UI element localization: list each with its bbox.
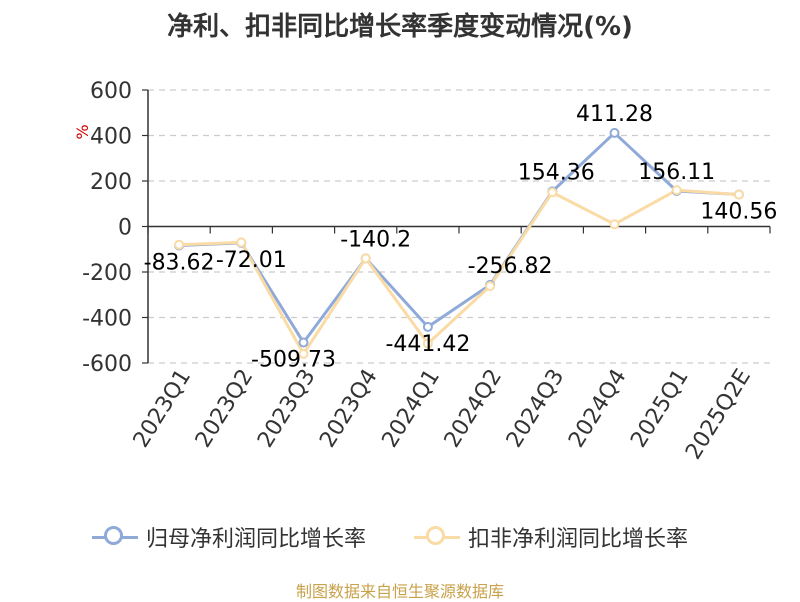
x-tick-label: 2023Q3: [253, 365, 320, 452]
series-lines: [179, 131, 740, 356]
legend-item-series-2[interactable]: 扣非净利润同比增长率: [414, 520, 688, 554]
data-point-series-2: [733, 189, 744, 200]
data-label: 140.56: [700, 200, 777, 225]
data-labels: -83.62 -72.01 -509.73 -140.2 -441.42 -256.82 1…: [144, 102, 778, 373]
legend-label-series-2: 扣非净利润同比增长率: [468, 527, 689, 552]
y-tick-label: -600: [82, 352, 132, 377]
x-tick-label: 2023Q2: [191, 365, 258, 452]
data-label: -441.42: [385, 332, 470, 357]
x-tick-label: 2023Q1: [129, 365, 196, 452]
legend-marker-series-1: [92, 522, 138, 552]
series-line-2: [179, 188, 740, 356]
data-point-series-2: [422, 338, 433, 349]
data-point-series-1: [422, 321, 433, 332]
data-label: 154.36: [518, 160, 595, 185]
axes: [142, 89, 771, 364]
series-line-1: [179, 131, 739, 344]
data-label: 411.28: [576, 102, 653, 127]
data-label: 156.11: [638, 160, 715, 185]
y-tick-label: 400: [90, 125, 132, 150]
data-label: -72.01: [216, 248, 287, 273]
x-tick-label: 2024Q1: [378, 365, 445, 452]
data-point-series-2: [236, 237, 247, 248]
y-tick-label: -400: [82, 307, 132, 332]
x-tick-labels: 2023Q12023Q22023Q32023Q42024Q12024Q22024…: [129, 365, 756, 464]
data-point-series-2: [360, 253, 371, 264]
x-tick-label: 2023Q4: [315, 365, 382, 452]
x-tick-label: 2024Q2: [440, 365, 507, 452]
data-point-series-1: [298, 337, 309, 348]
data-label: -256.82: [468, 254, 553, 279]
legend-label-series-1: 归母净利润同比增长率: [146, 527, 367, 552]
y-tick-label: -200: [82, 261, 132, 286]
data-point-series-2: [485, 281, 496, 292]
x-tick-label: 2025Q1: [626, 365, 693, 452]
y-tick-label: 0: [118, 216, 132, 241]
y-tick-label: 600: [90, 79, 132, 104]
x-tick-label: 2024Q3: [502, 365, 569, 452]
data-point-series-1: [609, 127, 620, 138]
data-point-series-2: [671, 185, 682, 196]
y-tick-labels: 600 400 200 0 -200 -400 -600: [82, 79, 132, 377]
data-label: -509.73: [251, 347, 336, 372]
data-point-series-2: [298, 348, 309, 359]
chart-title: 净利、扣非同比增长率季度变动情况(%): [167, 12, 633, 42]
data-point-series-2: [174, 239, 185, 250]
series-points: [174, 127, 744, 359]
data-point-series-2: [547, 187, 558, 198]
grid-lines: [148, 89, 770, 364]
x-tick-label: 2024Q4: [564, 365, 631, 452]
legend-item-series-1[interactable]: 归母净利润同比增长率: [92, 520, 366, 554]
y-axis-label: %: [73, 124, 92, 139]
y-tick-label: 200: [90, 170, 132, 195]
data-source: 制图数据来自恒生聚源数据库: [295, 582, 504, 601]
data-point-series-2: [609, 219, 620, 230]
legend-marker-series-2: [414, 522, 460, 552]
data-label: -140.2: [340, 227, 411, 252]
data-label: -83.62: [144, 251, 215, 276]
